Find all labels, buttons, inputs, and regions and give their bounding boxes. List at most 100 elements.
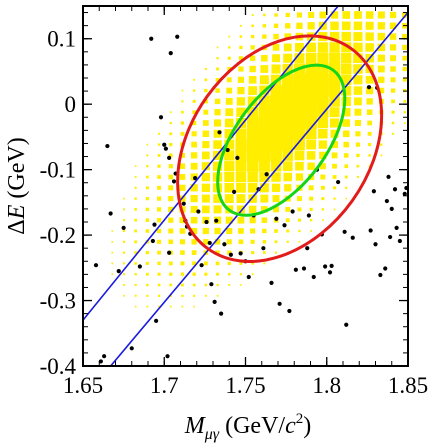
signal-box [286,229,290,233]
signal-box [274,240,278,244]
data-point [108,211,113,216]
signal-box [213,194,222,203]
signal-box [392,132,395,135]
signal-box [260,194,269,203]
signal-box [146,283,149,287]
data-point [368,228,373,233]
signal-box [295,161,304,171]
signal-box [354,97,362,106]
signal-box [294,53,305,64]
signal-box [215,261,220,266]
signal-box [293,73,306,86]
signal-box [224,183,235,193]
x-axis-title: Mμγ (GeV/c2) [184,411,311,443]
signal-box [168,174,174,180]
data-point [290,209,295,214]
signal-box [355,142,361,147]
signal-box [192,110,196,115]
data-point [329,263,334,268]
signal-box [157,185,161,190]
signal-box [169,132,173,136]
signal-box [365,32,374,41]
data-point [305,246,310,251]
signal-box [316,95,329,108]
signal-box [157,164,161,168]
signal-box [377,65,385,73]
signal-box [320,185,325,190]
signal-box [145,229,150,233]
data-point [121,225,126,230]
signal-box [134,218,138,222]
signal-box [402,12,408,18]
signal-box [333,197,336,200]
band-line [110,12,408,366]
signal-box [224,129,234,139]
signal-box [157,250,161,255]
data-point [371,189,376,194]
signal-box [190,162,198,170]
signal-box [332,175,337,179]
signal-box [333,186,337,190]
data-point [162,142,167,147]
data-point [168,51,173,56]
signal-box [246,117,259,129]
signal-box [343,153,349,158]
signal-box [246,138,259,151]
signal-box [111,273,114,276]
signal-box [204,67,207,71]
data-point [228,252,233,257]
signal-box [179,184,186,191]
signal-box [225,216,233,224]
signal-box [224,171,235,183]
signal-box [111,230,114,232]
data-point [336,179,341,185]
signal-box [368,165,371,168]
signal-box [272,195,280,203]
data-point [175,34,180,39]
signal-box [251,262,254,265]
signal-box [262,34,267,39]
signal-box [283,43,292,52]
signal-box [157,239,162,244]
signal-box [203,120,209,126]
signal-box [202,205,210,214]
band-line [83,6,339,321]
signal-box [294,150,305,161]
signal-box [240,284,242,286]
data-point [287,308,292,314]
signal-box [345,186,348,189]
signal-box [179,174,186,180]
signal-box [251,24,254,28]
signal-box [236,182,246,193]
signal-box [247,183,258,193]
signal-box [270,149,282,162]
signal-box [146,154,149,157]
signal-box [293,94,306,108]
signal-box [250,34,255,39]
signal-box [391,121,395,125]
signal-box [236,107,246,117]
signal-box [329,96,340,107]
signal-box [156,207,162,212]
signal-mc-boxes [111,11,408,308]
signal-box [316,84,329,97]
data-point [342,229,347,234]
signal-box [281,116,295,130]
signal-box [204,283,208,287]
signal-box [157,143,161,146]
data-point [344,322,349,327]
signal-box [169,305,172,308]
signal-box [391,99,395,104]
signal-box [202,130,210,138]
signal-box [319,163,326,170]
signal-box [316,73,329,86]
signal-box [191,239,197,245]
signal-box [330,11,339,19]
signal-box [168,261,173,266]
signal-box [145,218,150,222]
x-axis-unit-c: c [285,413,296,439]
signal-box [317,52,329,64]
signal-box [305,117,317,129]
signal-box [201,183,210,192]
signal-box [226,239,232,245]
